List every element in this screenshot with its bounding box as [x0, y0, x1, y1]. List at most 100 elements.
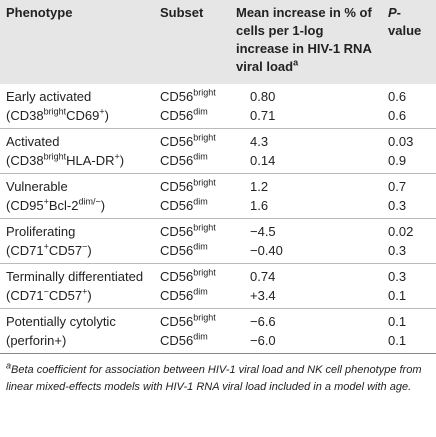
- subset-cell: CD56bright CD56dim: [154, 128, 230, 174]
- text-run: CD56: [160, 89, 194, 104]
- table-row: Early activated (CD38brightCD69+) CD56brig…: [0, 84, 436, 129]
- line: Terminally differentiated: [6, 267, 150, 286]
- mean-value: −0.40: [250, 243, 283, 258]
- text-run: ): [104, 108, 109, 123]
- text-run: Potentially cytolytic: [6, 314, 116, 329]
- line: Activated: [6, 132, 150, 151]
- subset-cell: CD56bright CD56dim: [154, 263, 230, 309]
- superscript: −: [43, 286, 49, 297]
- mean-cell: 0.80 0.71: [230, 84, 382, 129]
- column-header: Mean increase in % of cells per 1-log in…: [230, 0, 382, 84]
- subset-cell: CD56bright CD56dim: [154, 308, 230, 354]
- phenotype-cell: Terminally differentiated (CD71−CD57+): [0, 263, 154, 309]
- table-row: Vulnerable (CD95+Bcl-2dim/−) CD56bright CD5…: [0, 173, 436, 219]
- text-run: CD56: [160, 314, 194, 329]
- line: CD56bright: [160, 222, 226, 241]
- table-row: Activated (CD38brightHLA-DR+) CD56bright CD…: [0, 128, 436, 174]
- text-run: ): [87, 243, 92, 258]
- p-value: 0.9: [388, 153, 407, 168]
- mean-cell: −6.6 −6.0: [230, 308, 382, 354]
- text-run: ): [87, 288, 92, 303]
- line: CD56dim: [160, 331, 226, 350]
- text-run: CD56: [160, 198, 194, 213]
- subset-cell: CD56bright CD56dim: [154, 173, 230, 219]
- text-run: (CD95: [6, 198, 44, 213]
- superscript: +: [43, 241, 49, 252]
- line: CD56bright: [160, 267, 226, 286]
- line: (CD71−CD57+): [6, 286, 150, 305]
- mean-value: −6.6: [250, 314, 276, 329]
- p-value: 0.02: [388, 224, 414, 239]
- text-run: ): [100, 198, 106, 213]
- p-value-cell: 0.03 0.9: [382, 128, 436, 174]
- table-body: Early activated (CD38brightCD69+) CD56brig…: [0, 84, 436, 354]
- p-value-cell: 0.6 0.6: [382, 84, 436, 129]
- superscript: bright: [193, 177, 216, 188]
- text-run: HLA-DR: [66, 153, 115, 168]
- mean-value: 0.71: [250, 108, 276, 123]
- line: CD56dim: [160, 106, 226, 125]
- text-run: Proliferating: [6, 224, 76, 239]
- superscript: dim/−: [78, 196, 101, 207]
- header-row: Phenotype Subset Mean increase in % of cel…: [0, 0, 436, 84]
- superscript: bright: [43, 106, 67, 117]
- column-header: Phenotype: [0, 0, 154, 84]
- line: CD56dim: [160, 241, 226, 260]
- p-value-cell: 0.1 0.1: [382, 308, 436, 354]
- mean-cell: 1.2 1.6: [230, 173, 382, 219]
- table-row: Proliferating (CD71+CD57−) CD56bright CD56d…: [0, 218, 436, 264]
- mean-value: −6.0: [250, 333, 276, 348]
- text-run: CD57: [48, 288, 83, 303]
- mean-value: 0.14: [250, 153, 276, 168]
- text-run: CD56: [160, 179, 194, 194]
- line: CD56bright: [160, 177, 226, 196]
- superscript: a: [293, 57, 299, 68]
- table-row: Potentially cytolytic (perforin+) CD56brig…: [0, 308, 436, 354]
- superscript: dim: [193, 196, 208, 207]
- phenotype-cell: Proliferating (CD71+CD57−): [0, 218, 154, 264]
- text-run: (perforin+): [6, 333, 67, 348]
- text-run: Terminally differentiated: [6, 269, 144, 284]
- superscript: bright: [193, 132, 216, 143]
- line: Vulnerable: [6, 177, 150, 196]
- text-run: (CD38: [6, 108, 44, 123]
- superscript: bright: [193, 87, 216, 98]
- p-value: 0.3: [388, 243, 407, 258]
- text-run: Mean increase in % of cells per 1-log in…: [236, 5, 372, 74]
- line: CD56bright: [160, 87, 226, 106]
- superscript: +: [43, 196, 49, 207]
- mean-cell: 4.3 0.14: [230, 128, 382, 174]
- p-value-cell: 0.02 0.3: [382, 218, 436, 264]
- text-run: (CD71: [6, 288, 44, 303]
- superscript: +: [114, 151, 120, 162]
- line: (CD38brightHLA-DR+): [6, 151, 150, 170]
- italic-text: P: [388, 5, 397, 20]
- p-value: 0.6: [388, 89, 407, 104]
- mean-value: 0.80: [250, 89, 276, 104]
- mean-value: 4.3: [250, 134, 269, 149]
- line: (CD95+Bcl-2dim/−): [6, 196, 150, 215]
- text-run: Activated: [6, 134, 60, 149]
- line: CD56dim: [160, 286, 226, 305]
- line: Proliferating: [6, 222, 150, 241]
- line: (CD71+CD57−): [6, 241, 150, 260]
- mean-value: 1.6: [250, 198, 269, 213]
- text-run: CD57: [48, 243, 83, 258]
- column-header: P-value: [382, 0, 436, 84]
- superscript: dim: [193, 241, 208, 252]
- subset-cell: CD56bright CD56dim: [154, 218, 230, 264]
- phenotype-cell: Early activated (CD38brightCD69+): [0, 84, 154, 129]
- table-row: Terminally differentiated (CD71−CD57+) CD5…: [0, 263, 436, 309]
- superscript: +: [82, 286, 88, 297]
- p-value: 0.1: [388, 288, 407, 303]
- line: (perforin+): [6, 331, 150, 350]
- subset-cell: CD56bright CD56dim: [154, 84, 230, 129]
- text-run: CD56: [160, 108, 194, 123]
- phenotype-cell: Vulnerable (CD95+Bcl-2dim/−): [0, 173, 154, 219]
- text-run: (CD71: [6, 243, 44, 258]
- line: CD56dim: [160, 151, 226, 170]
- text-run: CD56: [160, 288, 194, 303]
- superscript: bright: [193, 267, 216, 278]
- mean-cell: −4.5 −0.40: [230, 218, 382, 264]
- text-run: (CD38: [6, 153, 44, 168]
